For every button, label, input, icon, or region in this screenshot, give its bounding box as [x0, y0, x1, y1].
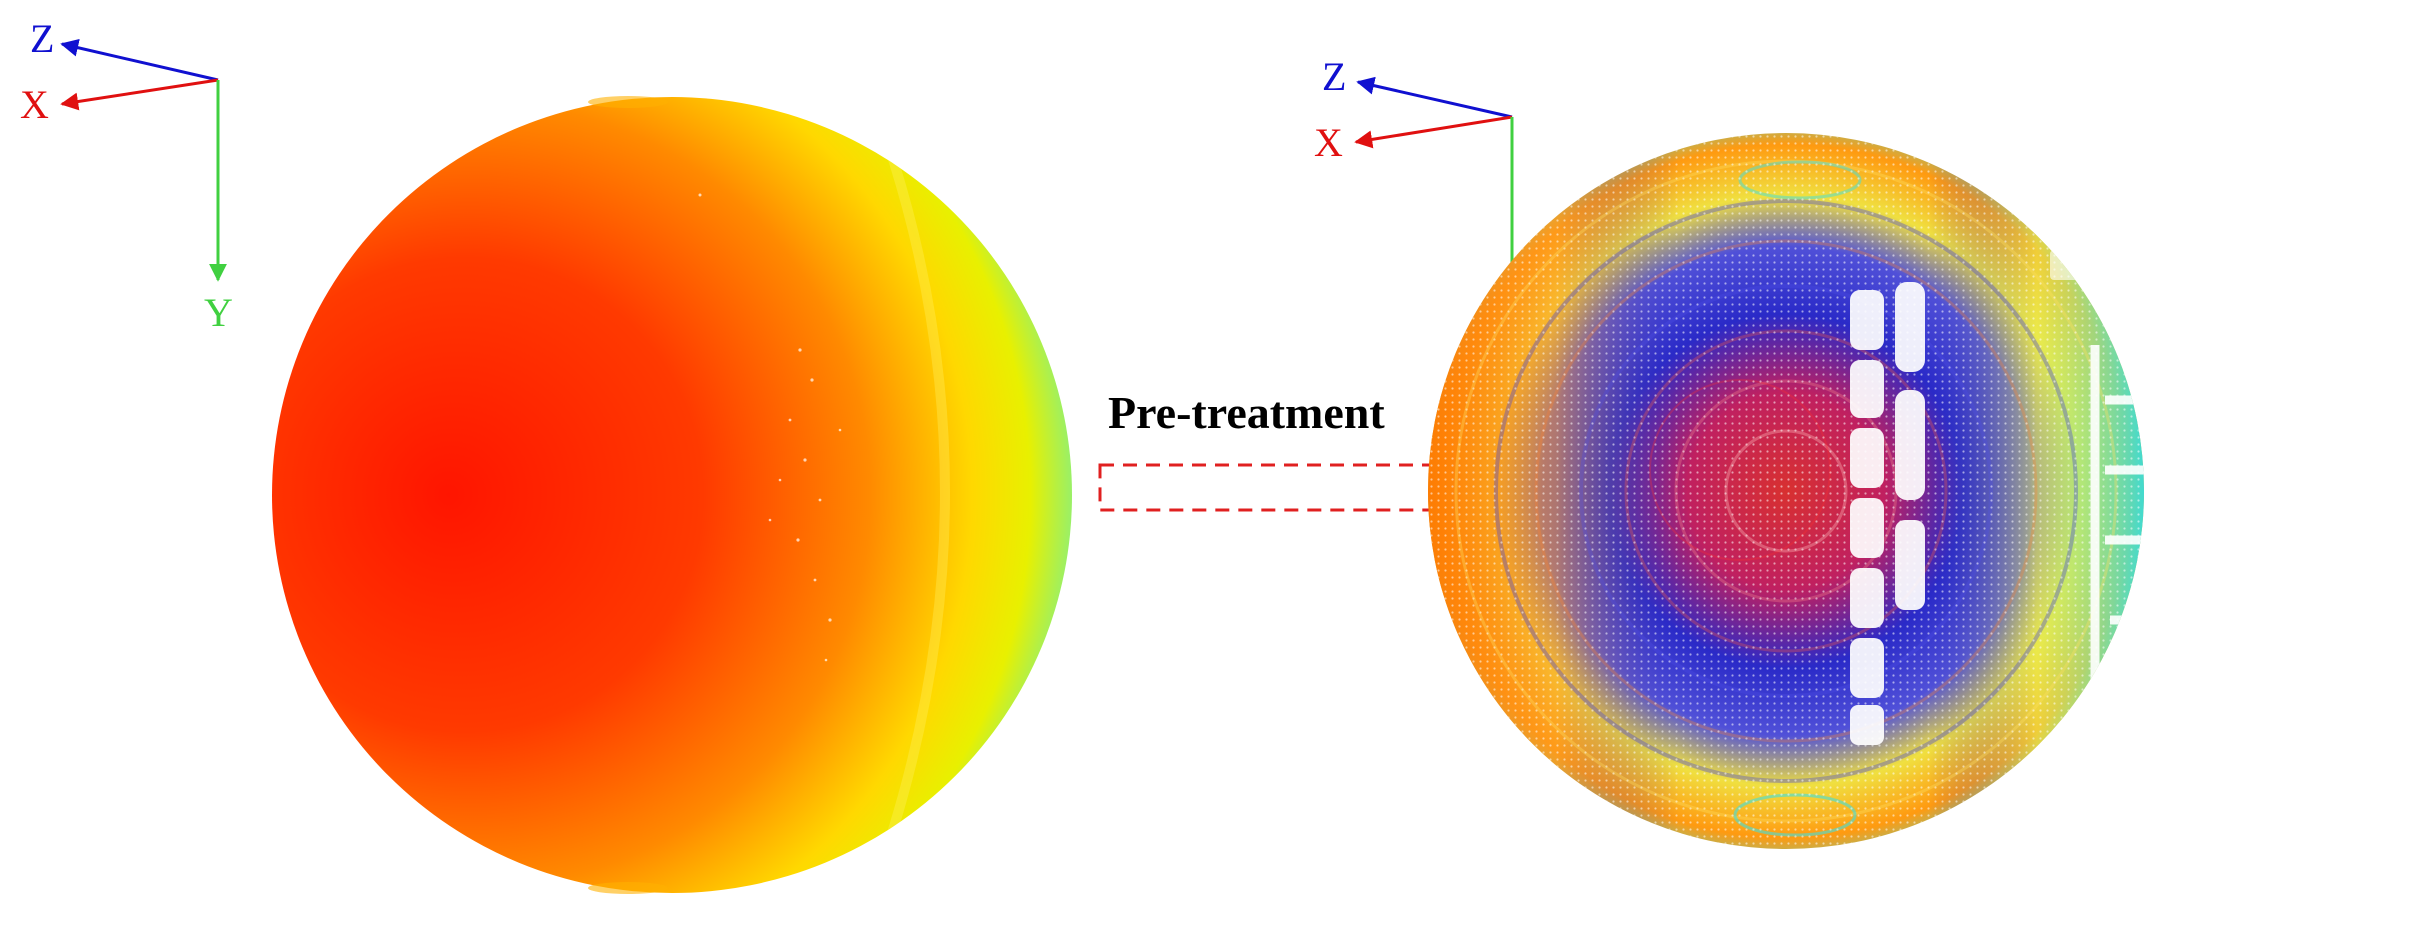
- x-axis-label: X: [1314, 120, 1343, 165]
- axes-left: Z X Y: [20, 16, 233, 335]
- z-axis-label: Z: [1322, 54, 1346, 99]
- z-axis-arrow: [1356, 76, 1513, 119]
- x-axis-label: X: [20, 82, 49, 127]
- z-axis-arrow: [60, 38, 219, 82]
- pretreatment-label: Pre-treatment: [1108, 387, 1385, 438]
- y-axis-label: Y: [204, 290, 233, 335]
- processed-point-cloud-sphere: [1428, 133, 2144, 849]
- x-axis-arrow: [60, 78, 219, 111]
- engraved-logo-left: [1850, 282, 1925, 745]
- raw-point-cloud-sphere: [272, 96, 1072, 894]
- x-axis-arrow: [1354, 115, 1513, 149]
- z-axis-label: Z: [30, 16, 54, 61]
